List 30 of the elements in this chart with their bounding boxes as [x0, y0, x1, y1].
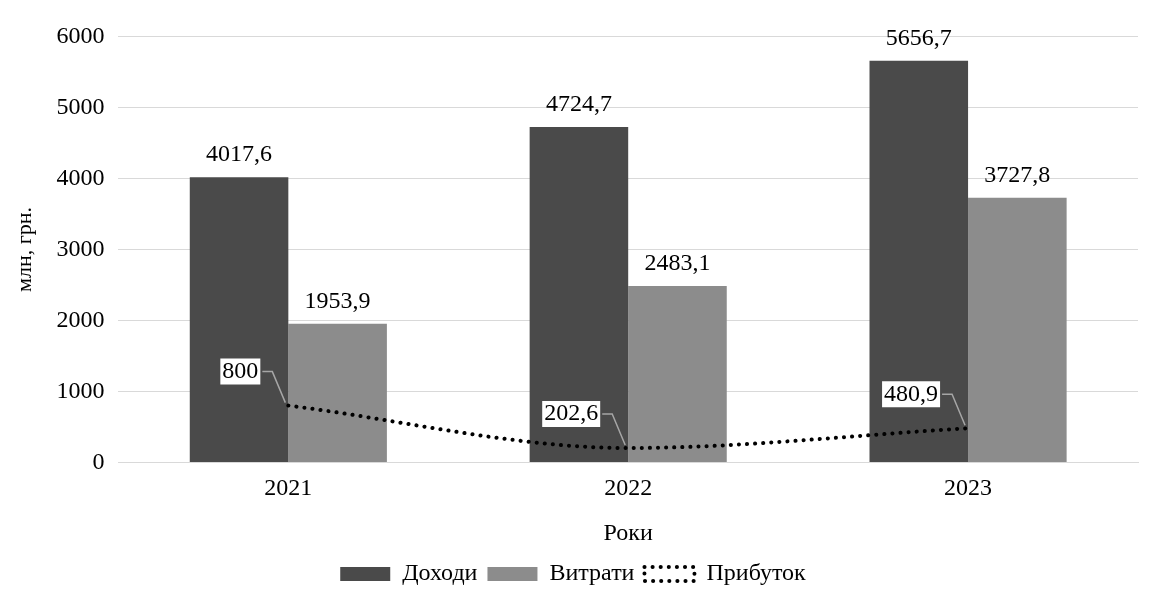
data-label: 1953,9	[304, 286, 371, 313]
data-label: 202,6	[544, 399, 599, 426]
data-label: 480,9	[884, 379, 939, 406]
legend-label: Прибуток	[706, 559, 807, 586]
bar	[628, 286, 727, 462]
bar	[288, 323, 387, 462]
data-label: 2483,1	[644, 249, 711, 276]
data-label: 800	[222, 356, 259, 383]
y-tick-label: 4000	[56, 163, 105, 190]
bar	[189, 177, 289, 462]
x-tick-label: 2022	[604, 474, 653, 501]
bar	[968, 197, 1067, 462]
y-axis-title: млн, грн.	[10, 206, 36, 292]
y-tick-label: 2000	[56, 305, 105, 332]
y-tick-label: 5000	[56, 92, 105, 119]
y-tick-label: 3000	[56, 234, 105, 261]
legend-label: Витрати	[549, 559, 635, 586]
data-label: 4724,7	[545, 90, 612, 117]
x-tick-label: 2023	[944, 474, 993, 501]
y-tick-label: 1000	[56, 376, 105, 403]
data-label: 4017,6	[206, 140, 273, 167]
y-tick-label: 0	[92, 447, 105, 474]
data-label: 5656,7	[885, 24, 952, 51]
data-label: 3727,8	[984, 161, 1051, 188]
x-tick-label: 2021	[264, 474, 313, 501]
y-tick-label: 6000	[56, 21, 105, 48]
legend-label: Доходи	[402, 559, 478, 586]
x-axis-title: Роки	[603, 518, 653, 545]
bar	[869, 60, 969, 462]
bar	[529, 126, 629, 462]
